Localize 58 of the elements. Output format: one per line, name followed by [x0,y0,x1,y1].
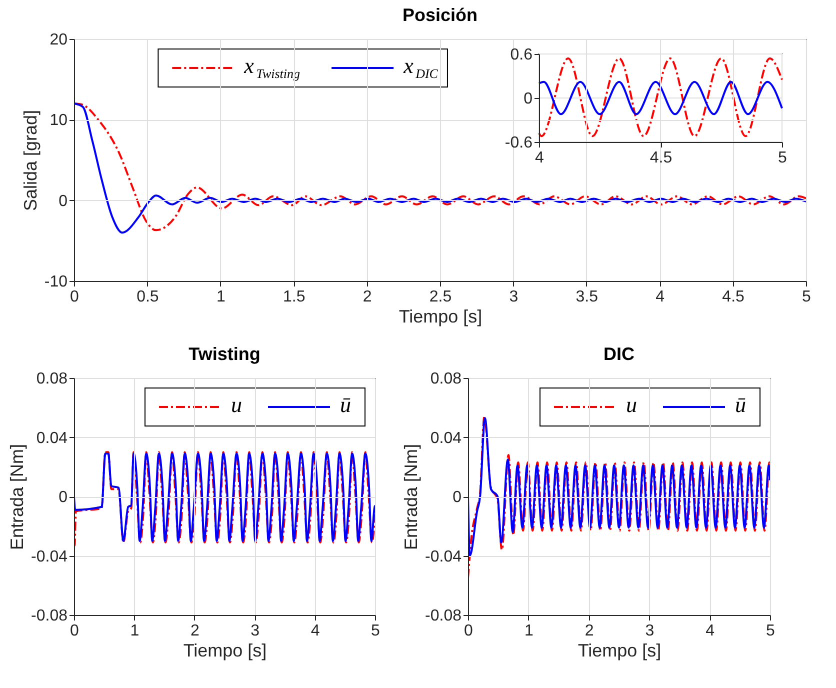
y-tick-label: 0.6 [510,46,533,64]
x-tick-label: 1 [130,622,140,640]
x-axis-title: Tiempo [s] [578,640,662,660]
y-tick-label: -0.08 [425,608,462,624]
y-tick-label: 0.08 [36,370,68,388]
y-axis-title: Salida [grad] [20,110,40,212]
chart-title: DIC [604,344,634,364]
y-tick-label: -0.04 [31,548,68,566]
x-tick-label: 3 [645,622,654,640]
x-tick-label: 3 [509,288,518,306]
x-tick-label: 5 [766,622,776,640]
x-tick-label: 2 [584,622,594,640]
x-tick-label: 0 [70,622,80,640]
x-tick-label: 2 [190,622,200,640]
x-tick-label: 0 [70,288,80,306]
x-tick-label: 4 [310,622,320,640]
y-axis-title: Entrada [Nm] [401,444,422,550]
legend-label: ū [735,392,746,417]
y-tick-label: -0.04 [425,548,462,566]
y-tick-label: 0 [524,90,533,108]
x-tick-label: 1.5 [282,288,306,306]
x-tick-label: 1 [216,288,226,306]
x-tick-label: 3.5 [576,288,598,306]
x-tick-label: 2 [362,288,372,306]
x-tick-label: 1 [524,622,534,640]
x-tick-label: 4 [535,150,544,166]
y-tick-label: 0 [58,192,68,210]
legend-label: ū [340,392,351,417]
x-tick-label: 4 [656,288,665,306]
y-tick-label: 20 [50,32,68,48]
y-tick-label: -10 [44,274,68,290]
x-tick-label: 5 [802,288,812,306]
y-tick-label: -0.08 [31,608,68,624]
x-tick-label: 5 [371,622,380,640]
legend-label: u [626,392,637,417]
y-tick-label: 0.04 [430,430,462,447]
x-tick-label: 3 [250,622,260,640]
chart-title: Posición [402,5,478,25]
legend-label: u [231,392,242,417]
x-axis-title: Tiempo [s] [398,306,482,326]
x-tick-label: 4.5 [722,288,745,306]
line-series [538,80,783,116]
chart-title: Twisting [188,344,260,364]
y-tick-label: 10 [50,112,68,130]
y-tick-label: 0.08 [430,370,462,388]
x-tick-label: 4 [706,622,715,640]
line-series [538,57,783,138]
y-axis-title: Entrada [Nm] [7,444,28,550]
x-tick-label: 0 [464,622,474,640]
y-tick-label: 0 [58,489,68,506]
y-tick-label: 0 [452,489,462,506]
y-tick-label: -0.6 [504,134,533,152]
x-tick-label: 5 [778,150,788,166]
x-axis-title: Tiempo [s] [183,640,267,660]
y-tick-label: 0.04 [36,430,68,447]
x-tick-label: 4.5 [650,150,672,166]
x-tick-label: 2.5 [429,288,452,306]
x-tick-label: 0.5 [136,288,159,306]
